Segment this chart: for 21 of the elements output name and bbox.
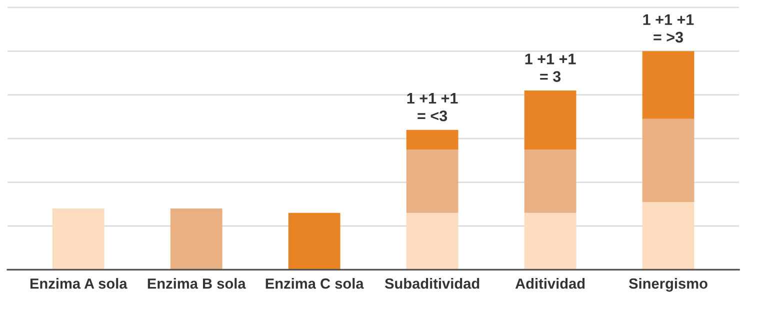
x-tick-label: Enzima C sola — [266, 278, 364, 289]
bar — [406, 150, 458, 213]
annotation: 1 +1 +1 = 3 — [525, 54, 576, 82]
bar — [642, 118, 694, 202]
bar — [524, 150, 576, 213]
x-tick-label: Enzima A sola — [30, 278, 128, 289]
bar — [524, 90, 576, 150]
bar — [524, 212, 576, 270]
bar — [170, 208, 222, 270]
bar — [52, 208, 104, 270]
annotation: 1 +1 +1 = >3 — [643, 14, 694, 43]
bar — [642, 51, 694, 119]
x-tick-label: Sinergismo — [628, 278, 708, 292]
annotation: 1 +1 +1 = <3 — [407, 93, 458, 122]
bar — [406, 130, 458, 150]
x-tick-label: Aditividad — [515, 278, 585, 289]
bar — [288, 212, 340, 270]
x-tick-label: Enzima B sola — [148, 278, 246, 289]
x-tick-label: Subaditividad — [384, 278, 480, 289]
bar — [642, 202, 694, 270]
bar — [406, 212, 458, 270]
